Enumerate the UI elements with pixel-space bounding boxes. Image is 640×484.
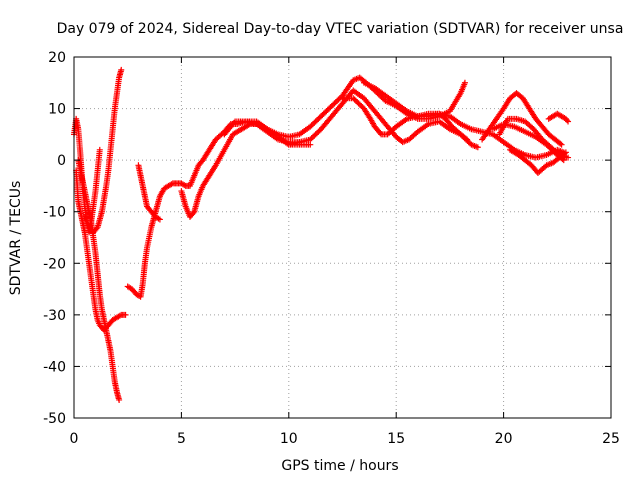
- y-tick-label: -50: [43, 411, 66, 427]
- x-tick-label: 15: [387, 431, 405, 447]
- data-point: [377, 130, 384, 137]
- data-point: [558, 141, 565, 148]
- y-tick-label: -40: [43, 359, 66, 375]
- data-point: [462, 135, 469, 142]
- data-point: [565, 154, 572, 161]
- data-point: [557, 140, 564, 147]
- data-point: [96, 146, 103, 153]
- series-arc-16: [545, 110, 572, 125]
- x-axis-label: GPS time / hours: [281, 458, 398, 474]
- data-point: [93, 225, 100, 232]
- series-arc-6: [135, 162, 163, 223]
- data-point: [464, 136, 471, 143]
- y-tick-label: 0: [57, 153, 66, 169]
- series-arc-15: [496, 115, 572, 161]
- data-point: [190, 210, 197, 217]
- series-arc-12: [479, 90, 565, 148]
- data-point: [116, 396, 123, 403]
- series-arc-10: [339, 95, 471, 143]
- data-point: [560, 157, 567, 164]
- y-tick-label: -10: [43, 205, 66, 221]
- series-arc-4: [81, 66, 125, 236]
- x-tick-label: 0: [70, 431, 79, 447]
- plot-frame: [73, 56, 612, 419]
- x-tick-label: 25: [602, 431, 620, 447]
- data-point: [307, 141, 314, 148]
- data-point: [563, 117, 570, 124]
- y-axis-label: SDTVAR / TECUs: [8, 181, 24, 296]
- series-arc-3: [75, 157, 123, 403]
- x-tick-label: 5: [177, 431, 186, 447]
- x-tick-label: 10: [280, 431, 298, 447]
- data-point: [156, 216, 163, 223]
- y-tick-label: -20: [43, 256, 66, 272]
- data-point: [118, 66, 125, 73]
- chart-title: Day 079 of 2024, Sidereal Day-to-day VTE…: [57, 21, 624, 37]
- data-point: [122, 311, 129, 318]
- data-point: [474, 144, 481, 151]
- data-points: [71, 66, 572, 403]
- y-tick-label: 10: [48, 102, 66, 118]
- data-point: [565, 118, 572, 125]
- x-tick-label: 20: [495, 431, 513, 447]
- axis-ticks: 0 5 10 15 20 25 -50 -40 -30 -20 -10 0 10 20: [43, 50, 620, 447]
- data-point: [461, 79, 468, 86]
- grid: [74, 57, 611, 418]
- y-tick-label: 20: [48, 50, 66, 66]
- y-tick-label: -30: [43, 308, 66, 324]
